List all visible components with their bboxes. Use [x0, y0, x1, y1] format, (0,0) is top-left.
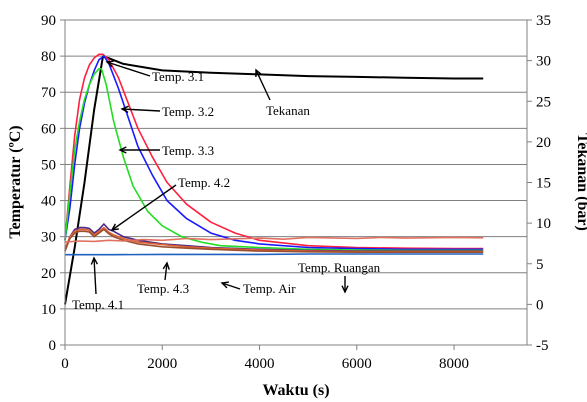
annotation-label: Temp. Air [243, 281, 296, 296]
y-tick-label: 50 [41, 157, 56, 173]
annotation-arrowhead [118, 146, 127, 154]
y2-tick-label: 10 [536, 216, 551, 232]
y2-axis-title: Tekanan (bar) [574, 133, 587, 231]
annotation-arrow [255, 69, 271, 101]
y-tick-label: 0 [49, 338, 57, 354]
annotation-arrowhead [341, 285, 349, 294]
annotation-arrowhead [110, 223, 120, 231]
series-line-temp-ruangan [64, 236, 484, 243]
annotation-label: Tekanan [266, 103, 310, 118]
annotations: Temp. 3.1 Tekanan Temp. 3.2 Temp. 3.3 Temp. … [72, 60, 381, 312]
series-line-temp-air [65, 253, 484, 256]
x-tick-label: 2000 [147, 356, 177, 372]
series-line-temp-3-3 [64, 68, 484, 252]
y-tick-label: 20 [41, 266, 56, 282]
y-axis-title: Temperatur (ºC) [7, 125, 24, 238]
series-line-tekanan [64, 55, 484, 305]
y-tick-label: 80 [41, 49, 56, 65]
x-axis-title: Waktu (s) [262, 382, 329, 399]
annotation-arrowhead [255, 68, 262, 78]
x-tick-label: 6000 [342, 356, 372, 372]
y2-tick-label: -5 [536, 338, 549, 354]
y-tick-label: 30 [41, 230, 56, 246]
y2-tick-label: 5 [536, 257, 544, 273]
annotation-arrow [121, 108, 161, 112]
annotation-label: Temp. 4.2 [178, 175, 230, 190]
annotation-arrowhead [162, 261, 170, 270]
annotation-label: Temp. 4.3 [137, 281, 189, 296]
y-tick-label: 40 [41, 194, 56, 210]
annotation-arrow [106, 61, 151, 77]
series-line-temp-4-3 [64, 228, 484, 253]
x-tick-label: 8000 [439, 356, 469, 372]
annotation-label: Temp. 3.3 [162, 143, 214, 158]
series-line-temp-3-1 [64, 53, 484, 250]
y2-tick-label: 30 [536, 54, 551, 70]
annotation-label: Temp. Ruangan [298, 260, 381, 275]
y-tick-label: 90 [41, 13, 56, 29]
annotation-arrow [93, 257, 97, 295]
annotation-arrowhead [120, 105, 129, 114]
annotation-arrow [221, 282, 241, 290]
y-tick-label: 10 [41, 302, 56, 318]
plot-frame [64, 19, 528, 346]
annotation-label: Temp. 3.2 [162, 104, 214, 119]
x-tick-label: 4000 [245, 356, 275, 372]
y-tick-label: 70 [41, 85, 56, 101]
ticks: 0 10 20 30 40 50 60 70 80 90 -5 0 5 10 15 20 25 30 35 0 2000… [41, 13, 551, 372]
y2-tick-label: 20 [536, 135, 551, 151]
annotation-arrowhead [105, 60, 114, 68]
annotation-label: Temp. 4.1 [72, 297, 124, 312]
y2-tick-label: 0 [536, 297, 544, 313]
y-tick-label: 60 [41, 121, 56, 137]
y2-tick-label: 35 [536, 13, 551, 29]
y2-tick-label: 25 [536, 94, 551, 110]
series-line-temp-3-2 [64, 55, 484, 251]
annotation-arrowhead [220, 281, 229, 289]
series-layer [64, 53, 484, 305]
annotation-arrow [111, 184, 177, 231]
annotation-label: Temp. 3.1 [152, 69, 204, 84]
y2-tick-label: 15 [536, 176, 551, 192]
x-tick-label: 0 [61, 356, 69, 372]
annotation-arrow [164, 262, 168, 281]
grid [65, 55, 527, 310]
annotation-arrowhead [90, 256, 99, 265]
